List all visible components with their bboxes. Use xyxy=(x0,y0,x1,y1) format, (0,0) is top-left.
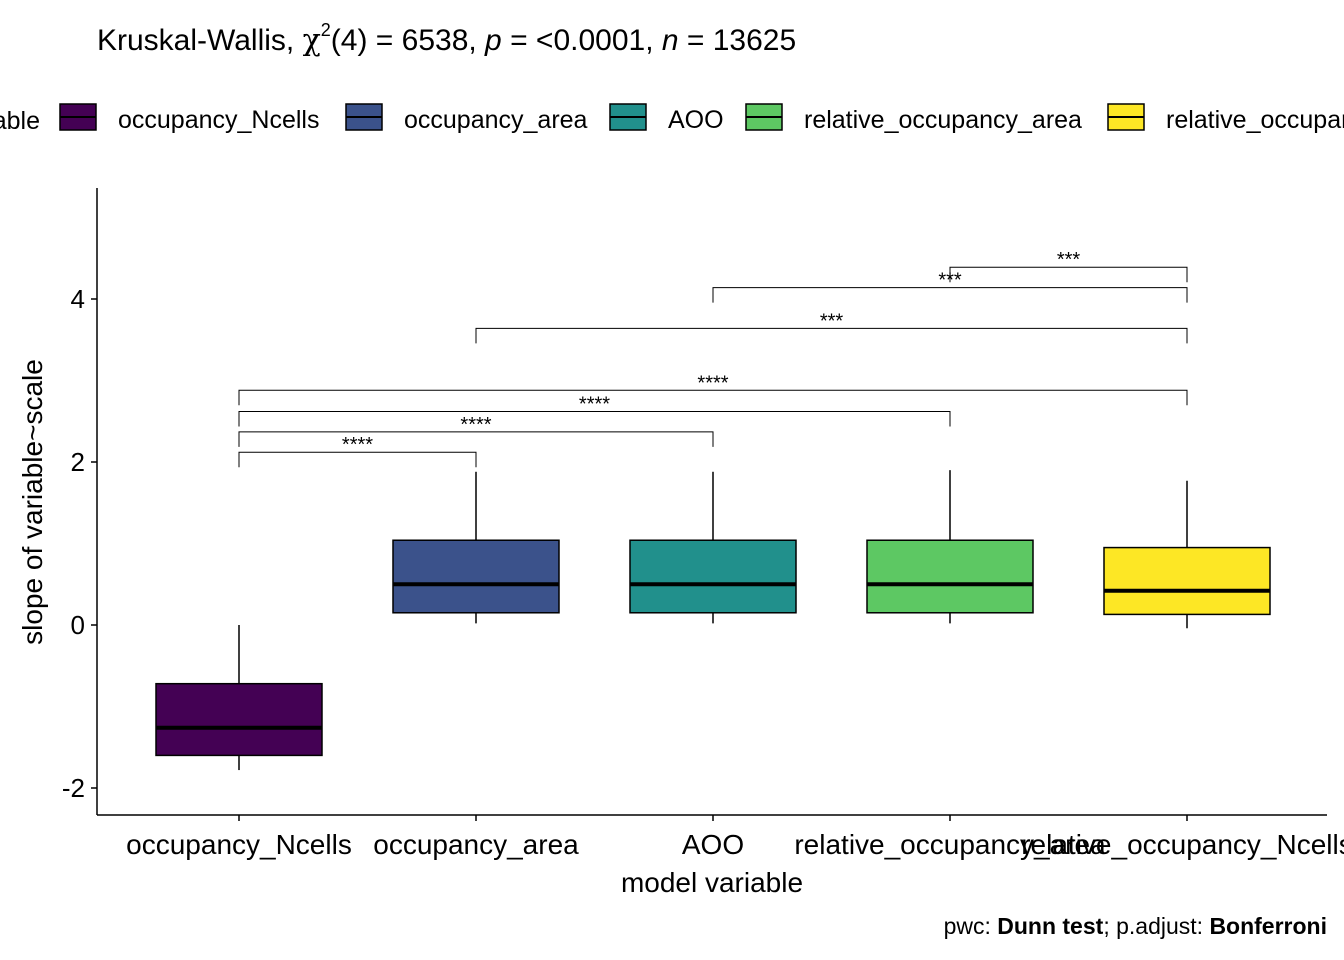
title-p-part: = <0.0001, xyxy=(502,24,662,57)
y-axis-title: slope of variable~scale xyxy=(17,359,48,645)
legend-label: relative_occupancy_area xyxy=(804,106,1082,134)
y-tick-label: 4 xyxy=(71,284,85,314)
caption-pwc-label: pwc: xyxy=(944,913,998,939)
y-tick-label: 2 xyxy=(71,447,85,477)
comparison-bracket: *** xyxy=(475,310,1188,344)
box-series xyxy=(155,470,1271,771)
significance-label: **** xyxy=(460,414,491,436)
caption: pwc: Dunn test; p.adjust: Bonferroni xyxy=(944,913,1327,939)
significance-label: *** xyxy=(1057,249,1081,271)
comparison-bracket: *** xyxy=(949,249,1188,283)
y-tick-label: -2 xyxy=(62,773,85,803)
legend-label: AOO xyxy=(668,106,724,134)
box-body xyxy=(155,682,323,757)
title-prefix: Kruskal-Wallis, xyxy=(97,24,303,57)
legend-item: occupancy_area xyxy=(345,103,588,134)
x-axis-title: model variable xyxy=(621,867,803,898)
box-occupancy_Ncells xyxy=(155,625,323,771)
bracket-line xyxy=(238,431,714,447)
legend: model variable occupancy_Ncells occupancy… xyxy=(0,103,1344,135)
x-tick-label: relative_occupancy_Ncells xyxy=(1021,829,1344,860)
x-tick-label: relative_occupancy_area xyxy=(794,829,1106,860)
title-p-label: p xyxy=(484,24,502,57)
title-chi: χ xyxy=(303,23,321,58)
legend-label: occupancy_area xyxy=(404,106,588,134)
bracket-line xyxy=(238,451,477,468)
y-tick-label: 0 xyxy=(71,610,85,640)
legend-label: occupancy_Ncells xyxy=(118,106,320,134)
significance-label: *** xyxy=(820,310,844,332)
significance-label: **** xyxy=(579,393,610,415)
bracket-line xyxy=(475,327,1188,344)
box-relative_occupancy_Ncells xyxy=(1103,480,1271,629)
legend-title: model variable xyxy=(0,107,40,135)
x-tick-label: AOO xyxy=(682,829,744,860)
significance-label: **** xyxy=(697,372,728,394)
legend-item: relative_occupancy_Ncells xyxy=(1107,103,1344,134)
bracket-line xyxy=(238,389,1188,406)
title-n-part: = 13625 xyxy=(679,24,797,57)
caption-sep: ; p.adjust: xyxy=(1103,913,1209,939)
axes: -2 0 2 4 occupancy_Ncells occupancy_area AOO re… xyxy=(62,188,1344,860)
x-tick-label: occupancy_Ncells xyxy=(126,829,352,860)
comparison-brackets: ************************* xyxy=(238,249,1188,468)
title-chi-sup: 2 xyxy=(321,20,331,40)
box-relative_occupancy_area xyxy=(866,470,1034,624)
bracket-line xyxy=(238,410,951,427)
caption-adjust-value: Bonferroni xyxy=(1209,913,1327,939)
box-AOO xyxy=(629,471,797,624)
x-tick-label: occupancy_area xyxy=(373,829,579,860)
title-n-label: n xyxy=(662,24,679,57)
box-body xyxy=(392,539,560,614)
caption-pwc-value: Dunn test xyxy=(997,913,1103,939)
comparison-bracket: **** xyxy=(238,393,951,427)
comparison-bracket: **** xyxy=(238,372,1188,406)
legend-item: occupancy_Ncells xyxy=(59,103,320,134)
legend-item: AOO xyxy=(609,103,724,134)
comparison-bracket: **** xyxy=(238,414,714,447)
significance-label: **** xyxy=(342,434,373,456)
bracket-line xyxy=(949,266,1188,283)
comparison-bracket: **** xyxy=(238,434,477,468)
legend-item: relative_occupancy_area xyxy=(745,103,1082,134)
box-body xyxy=(629,539,797,614)
chart-title: Kruskal-Wallis, χ2(4) = 6538, p = <0.000… xyxy=(97,20,796,58)
legend-label: relative_occupancy_Ncells xyxy=(1166,106,1344,134)
box-body xyxy=(1103,546,1271,616)
box-occupancy_area xyxy=(392,471,560,624)
box-body xyxy=(866,539,1034,614)
bracket-line xyxy=(712,287,1188,303)
title-df: (4) = 6538, xyxy=(331,24,485,57)
